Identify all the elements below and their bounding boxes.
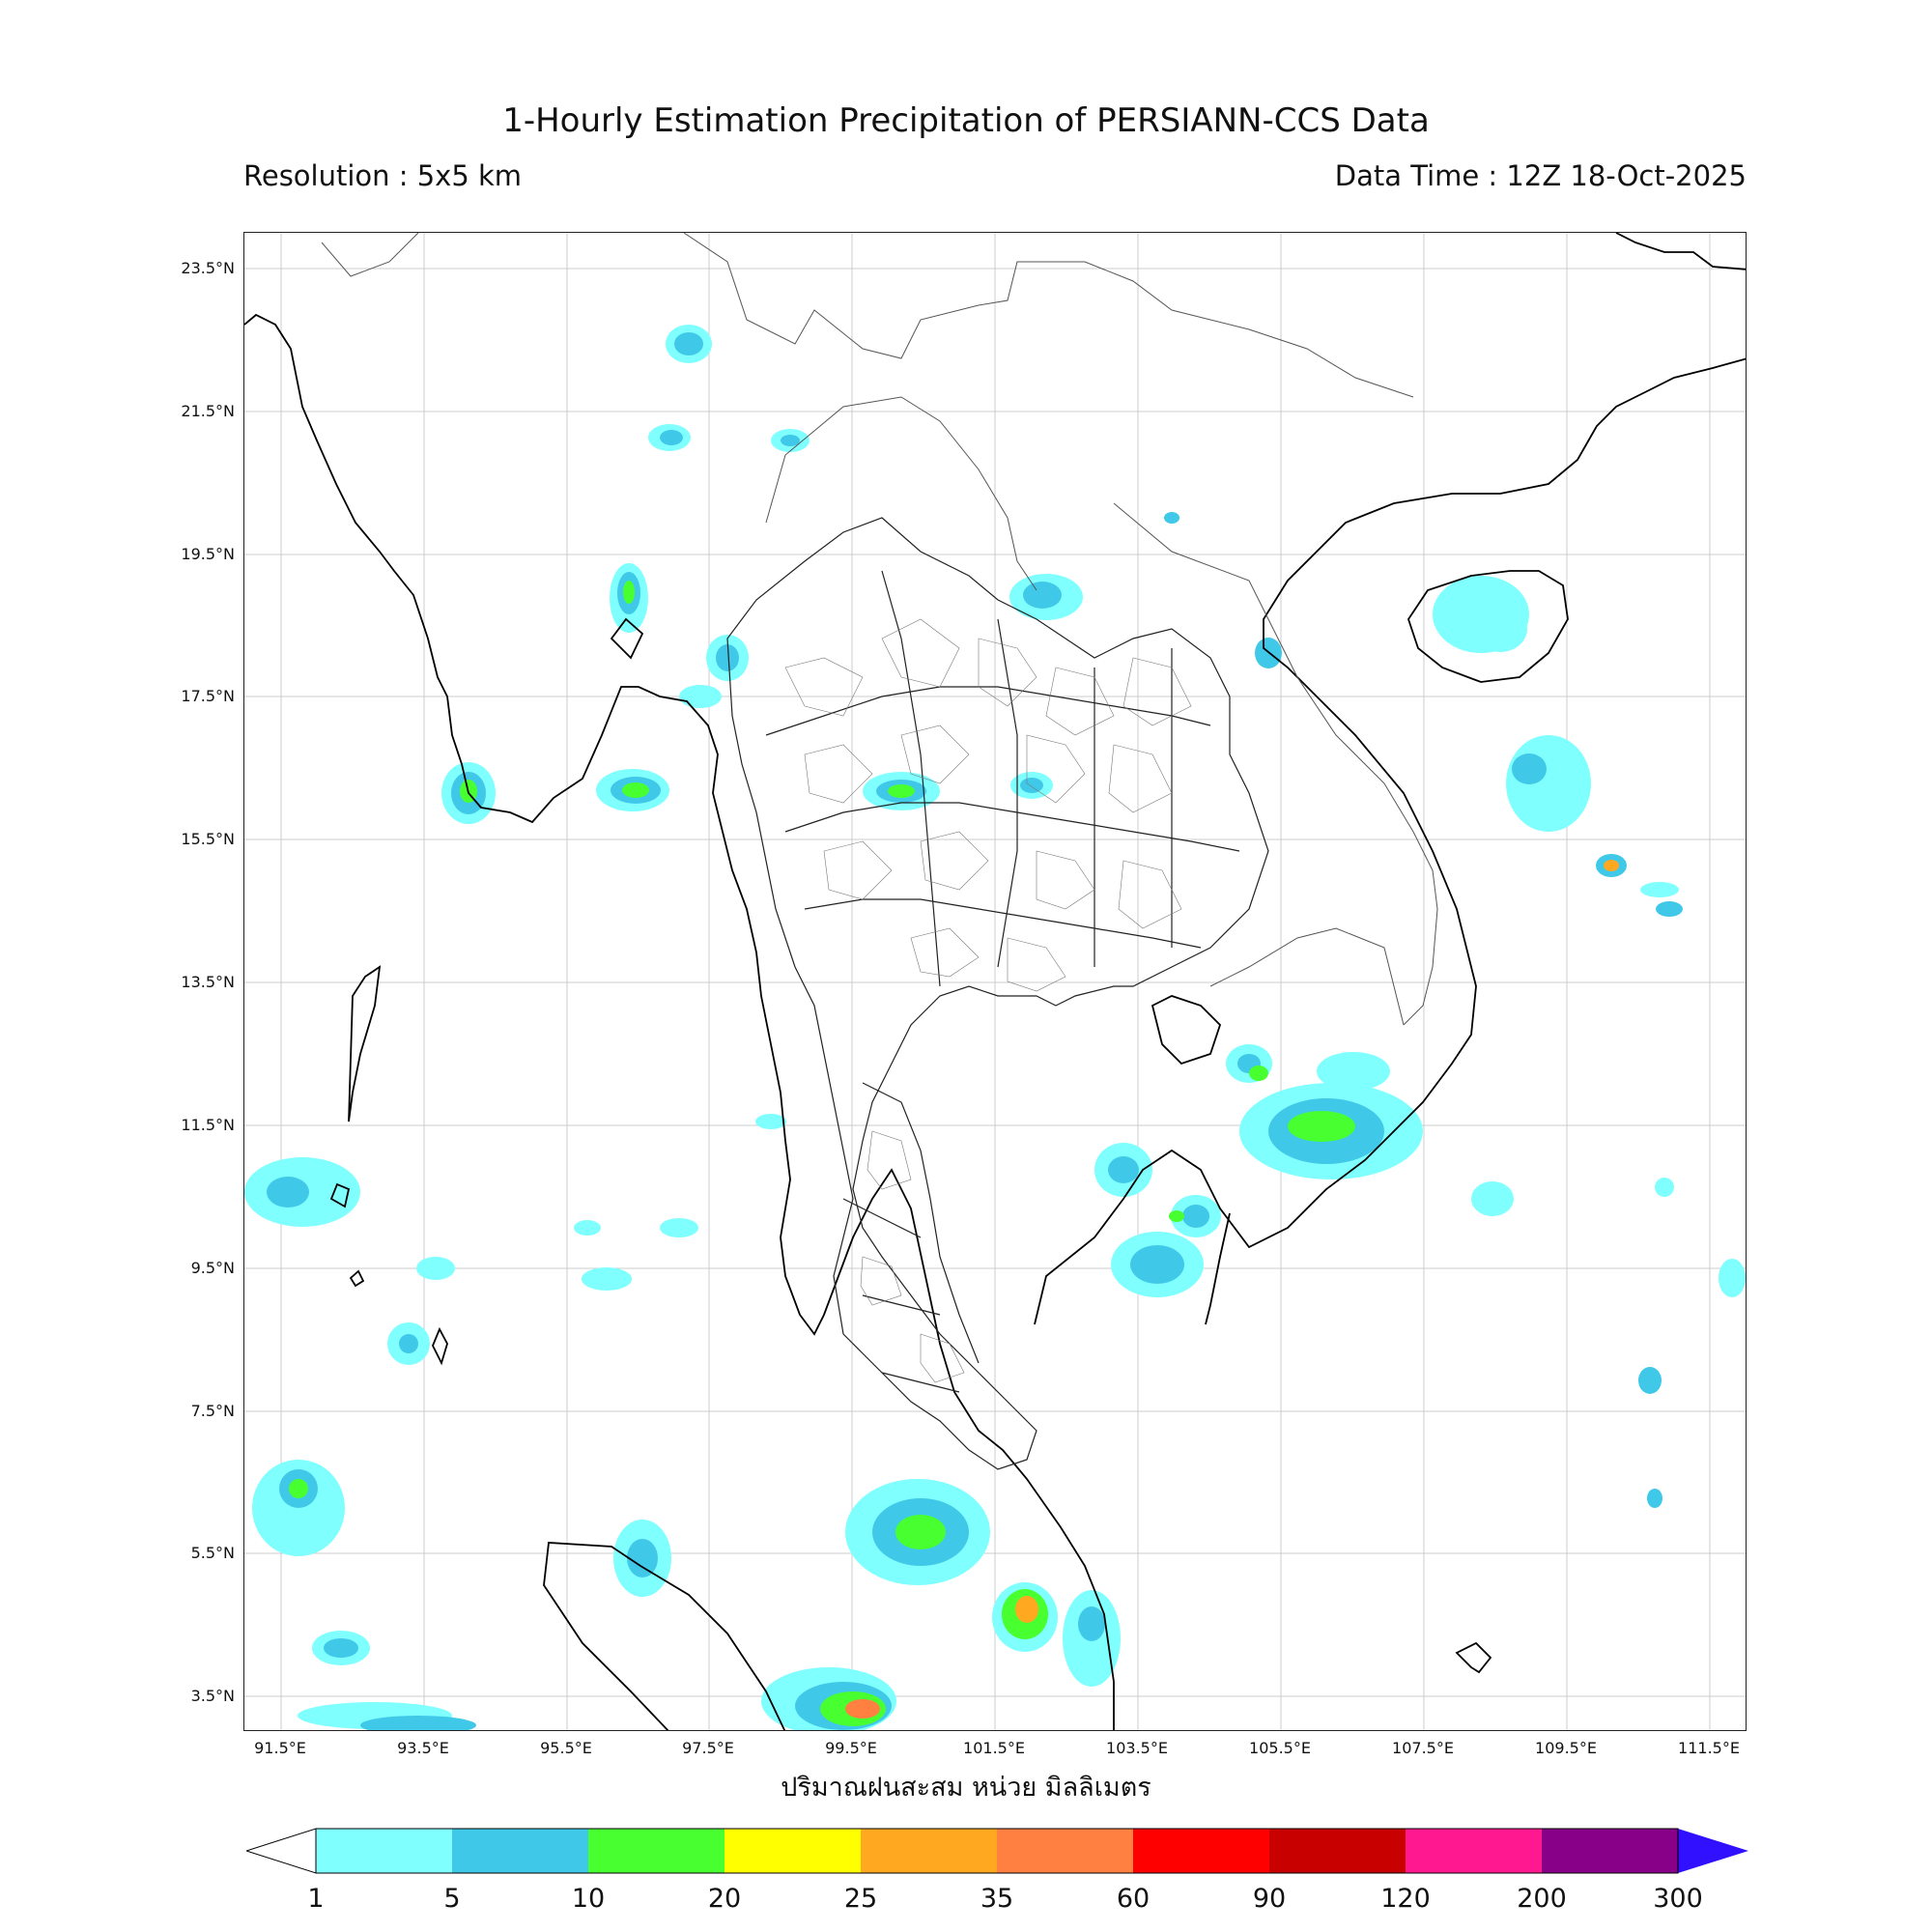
lat-tick: 17.5°N [181,687,235,705]
lon-tick: 95.5°E [540,1739,592,1757]
colorbar-bin [1269,1829,1406,1873]
colorbar-bins [316,1829,1678,1873]
lat-tick: 13.5°N [181,973,235,991]
colorbar-tick-label: 300 [1653,1884,1703,1914]
colorbar-tick-label: 35 [980,1884,1014,1914]
coastlines [244,233,1746,1730]
resolution-label: Resolution : 5x5 km [243,159,523,192]
lon-tick: 93.5°E [397,1739,449,1757]
colorbar-bin [997,1829,1133,1873]
colorbar-tick-label: 5 [443,1884,461,1914]
colorbar-bin [316,1829,452,1873]
lon-tick: 99.5°E [825,1739,877,1757]
lon-tick: 107.5°E [1392,1739,1454,1757]
thailand-districts [784,618,1192,1383]
lat-tick: 9.5°N [190,1259,235,1277]
lon-tick: 111.5°E [1678,1739,1740,1757]
colorbar-tick-label: 20 [707,1884,742,1914]
colorbar-tick-label: 1 [307,1884,325,1914]
precipitation-map [243,232,1747,1731]
colorbar-tick-label: 90 [1252,1884,1287,1914]
lat-tick: 19.5°N [181,545,235,563]
lat-tick: 15.5°N [181,830,235,848]
colorbar-tick-label: 60 [1116,1884,1151,1914]
colorbar-bin [1133,1829,1269,1873]
lon-tick: 103.5°E [1106,1739,1168,1757]
colorbar-under-arrow [246,1828,317,1874]
colorbar-bin [861,1829,997,1873]
lon-tick: 105.5°E [1249,1739,1311,1757]
colorbar-bin [452,1829,588,1873]
colorbar-over-arrow [1678,1829,1748,1873]
colorbar-bin [588,1829,724,1873]
colorbar-caption: ปริมาณฝนสะสม หน่วย มิลลิเมตร [781,1773,1151,1803]
colorbar-bin [724,1829,861,1873]
data-time-label: Data Time : 12Z 18-Oct-2025 [1334,159,1747,192]
colorbar [246,1828,1748,1874]
thailand-regions [726,517,1269,1470]
colorbar-bin [1542,1829,1678,1873]
lat-tick: 23.5°N [181,259,235,277]
country-borders [321,233,1438,1026]
colorbar-tick-label: 10 [571,1884,606,1914]
lat-tick: 11.5°N [181,1116,235,1134]
lon-tick: 109.5°E [1535,1739,1597,1757]
gridlines [244,233,1746,1730]
colorbar-tick-label: 120 [1380,1884,1431,1914]
lon-tick: 101.5°E [963,1739,1025,1757]
lat-tick: 7.5°N [190,1402,235,1420]
lat-tick: 21.5°N [181,402,235,420]
colorbar-tick-label: 200 [1517,1884,1567,1914]
lon-tick: 97.5°E [682,1739,734,1757]
map-title: 1-Hourly Estimation Precipitation of PER… [502,101,1430,140]
precipitation-patches [244,325,1746,1730]
lat-tick: 5.5°N [190,1544,235,1562]
colorbar-tick-label: 25 [843,1884,878,1914]
map-canvas [244,233,1746,1730]
lat-tick: 3.5°N [190,1687,235,1705]
lon-tick: 91.5°E [254,1739,306,1757]
colorbar-bin [1406,1829,1542,1873]
